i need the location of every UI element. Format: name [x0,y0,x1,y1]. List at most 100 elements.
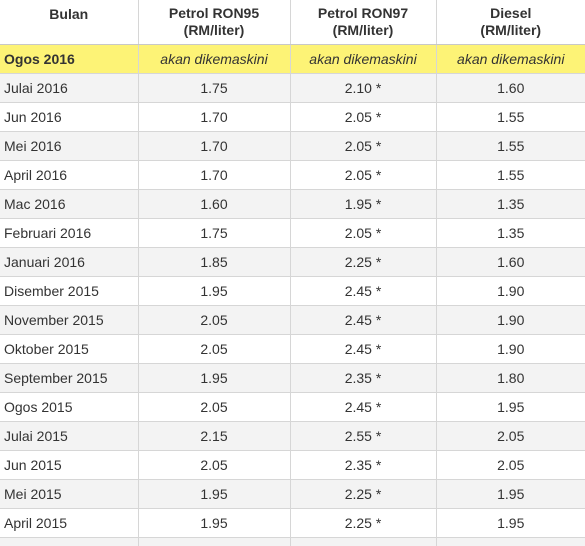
ron95-cell [138,538,290,546]
ron97-cell: 2.05 * [290,103,436,132]
ron95-cell: 1.95 [138,277,290,306]
diesel-cell: 1.60 [436,74,585,103]
diesel-cell: 1.80 [436,364,585,393]
ron97-cell: akan dikemaskini [290,45,436,74]
ron97-cell: 2.25 * [290,480,436,509]
ron97-name: Petrol RON97 [318,5,408,21]
month-cell: Mei 2015 [0,480,138,509]
ron95-cell: akan dikemaskini [138,45,290,74]
table-row: Julai 2015 2.15 2.55 * 2.05 [0,422,585,451]
month-cell: Jun 2016 [0,103,138,132]
diesel-cell: 1.60 [436,248,585,277]
diesel-unit: (RM/liter) [437,22,585,39]
ron97-cell: 2.05 * [290,219,436,248]
month-cell: April 2016 [0,161,138,190]
diesel-cell: 1.90 [436,277,585,306]
ron95-cell: 2.05 [138,451,290,480]
ron95-cell: 1.75 [138,219,290,248]
month-cell: Julai 2016 [0,74,138,103]
ron97-cell: 2.25 * [290,248,436,277]
diesel-cell: 1.35 [436,219,585,248]
month-cell: Mac 2016 [0,190,138,219]
ron97-cell [290,538,436,546]
ron95-cell: 2.05 [138,335,290,364]
diesel-cell: 1.90 [436,335,585,364]
month-cell: Disember 2015 [0,277,138,306]
ron97-cell: 2.45 * [290,277,436,306]
ron97-cell: 2.05 * [290,132,436,161]
month-cell [0,538,138,546]
ron97-cell: 2.45 * [290,393,436,422]
table-row: Julai 2016 1.75 2.10 * 1.60 [0,74,585,103]
table-row: April 2015 1.95 2.25 * 1.95 [0,509,585,538]
table-row: September 2015 1.95 2.35 * 1.80 [0,364,585,393]
month-cell: Januari 2016 [0,248,138,277]
diesel-cell: 1.90 [436,306,585,335]
ron95-cell: 1.75 [138,74,290,103]
month-cell: September 2015 [0,364,138,393]
ron95-cell: 1.85 [138,248,290,277]
ron97-cell: 2.45 * [290,335,436,364]
month-cell: Mei 2016 [0,132,138,161]
diesel-cell: 1.35 [436,190,585,219]
table-row: November 2015 2.05 2.45 * 1.90 [0,306,585,335]
month-cell: Julai 2015 [0,422,138,451]
table-row: Disember 2015 1.95 2.45 * 1.90 [0,277,585,306]
ron97-cell: 1.95 * [290,190,436,219]
ron95-cell: 1.95 [138,480,290,509]
table-row: April 2016 1.70 2.05 * 1.55 [0,161,585,190]
month-cell: Februari 2016 [0,219,138,248]
table-row: Mac 2016 1.60 1.95 * 1.35 [0,190,585,219]
ron95-cell: 1.70 [138,132,290,161]
ron97-cell: 2.35 * [290,364,436,393]
table-header-row: Bulan Petrol RON95 (RM/liter) Petrol RON… [0,0,585,45]
column-header-month: Bulan [0,0,138,45]
table-row: Oktober 2015 2.05 2.45 * 1.90 [0,335,585,364]
table-row: Mei 2015 1.95 2.25 * 1.95 [0,480,585,509]
diesel-cell: 1.55 [436,132,585,161]
table-row: Ogos 2015 2.05 2.45 * 1.95 [0,393,585,422]
ron95-cell: 1.70 [138,161,290,190]
month-cell: Oktober 2015 [0,335,138,364]
diesel-name: Diesel [490,5,531,21]
ron95-unit: (RM/liter) [139,22,290,39]
diesel-cell: 1.95 [436,393,585,422]
ron97-cell: 2.25 * [290,509,436,538]
table-row: Februari 2016 1.75 2.05 * 1.35 [0,219,585,248]
month-cell: November 2015 [0,306,138,335]
month-cell: Ogos 2015 [0,393,138,422]
ron97-cell: 2.05 * [290,161,436,190]
column-header-ron95: Petrol RON95 (RM/liter) [138,0,290,45]
diesel-cell: 2.05 [436,451,585,480]
diesel-cell: 1.55 [436,161,585,190]
table-row: Jun 2016 1.70 2.05 * 1.55 [0,103,585,132]
ron95-cell: 1.95 [138,509,290,538]
table-row-clipped [0,538,585,546]
ron95-cell: 2.05 [138,393,290,422]
table-row: Mei 2016 1.70 2.05 * 1.55 [0,132,585,161]
month-cell: Ogos 2016 [0,45,138,74]
ron95-cell: 2.05 [138,306,290,335]
diesel-cell: 1.55 [436,103,585,132]
month-cell: Jun 2015 [0,451,138,480]
ron95-cell: 1.70 [138,103,290,132]
ron95-cell: 1.60 [138,190,290,219]
table-row-current: Ogos 2016 akan dikemaskini akan dikemask… [0,45,585,74]
diesel-cell: 1.95 [436,509,585,538]
column-header-diesel: Diesel (RM/liter) [436,0,585,45]
ron97-cell: 2.55 * [290,422,436,451]
ron95-cell: 1.95 [138,364,290,393]
ron95-cell: 2.15 [138,422,290,451]
month-cell: April 2015 [0,509,138,538]
diesel-cell: akan dikemaskini [436,45,585,74]
diesel-cell: 1.95 [436,480,585,509]
table-row: Januari 2016 1.85 2.25 * 1.60 [0,248,585,277]
ron95-name: Petrol RON95 [169,5,259,21]
ron97-cell: 2.45 * [290,306,436,335]
column-header-ron97: Petrol RON97 (RM/liter) [290,0,436,45]
ron97-cell: 2.10 * [290,74,436,103]
diesel-cell [436,538,585,546]
table-row: Jun 2015 2.05 2.35 * 2.05 [0,451,585,480]
ron97-cell: 2.35 * [290,451,436,480]
